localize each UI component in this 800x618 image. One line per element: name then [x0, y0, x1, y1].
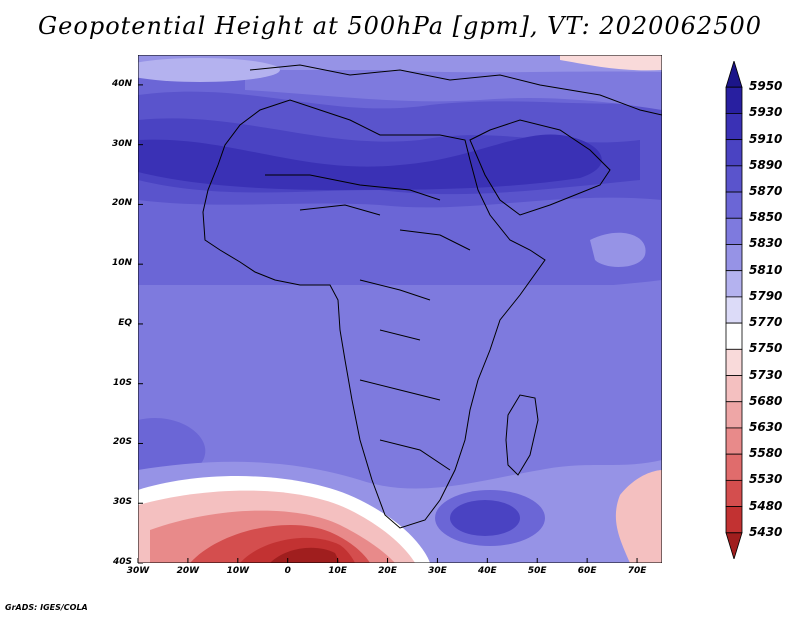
colorbar-swatch	[725, 165, 743, 193]
colorbar-swatch	[725, 61, 743, 88]
colorbar-swatch	[725, 270, 743, 298]
latitude-label: 30S	[112, 497, 132, 508]
colorbar-swatch	[725, 139, 743, 167]
colorbar-label: 5790	[749, 288, 783, 303]
colorbar-label: 5750	[749, 341, 783, 356]
colorbar-label: 5910	[749, 131, 783, 146]
colorbar-swatch	[725, 401, 743, 429]
colorbar-swatch	[725, 322, 743, 350]
colorbar-label: 5530	[749, 472, 783, 487]
latitude-label: EQ	[118, 317, 132, 328]
longitude-label: 70E	[627, 566, 647, 576]
colorbar-label: 5890	[749, 157, 783, 172]
colorbar-swatch	[725, 191, 743, 219]
colorbar-label: 5630	[749, 419, 783, 434]
latitude-ticks	[138, 84, 143, 564]
colorbar-label: 5480	[749, 498, 783, 513]
colorbar-label: 5730	[749, 367, 783, 382]
latitude-label: 40S	[112, 557, 132, 567]
colorbar-label: 5770	[749, 315, 783, 330]
colorbar-swatch	[725, 296, 743, 324]
longitude-label: 30W	[126, 566, 150, 576]
longitude-label: 20E	[378, 566, 397, 576]
colorbar-swatch	[725, 86, 743, 114]
longitude-label: 10E	[328, 566, 347, 576]
colorbar-swatch	[725, 244, 743, 272]
colorbar-swatch	[725, 375, 743, 403]
colorbar-label: 5870	[749, 184, 783, 199]
colorbar-swatch	[725, 217, 743, 245]
latitude-label: 40N	[111, 78, 132, 89]
colorbar-label: 5810	[749, 262, 783, 277]
latitude-label: 20S	[112, 437, 132, 448]
colorbar-swatch	[725, 113, 743, 141]
colorbar-label: 5950	[749, 79, 783, 94]
colorbar-swatch	[725, 453, 743, 481]
longitude-label: 10W	[226, 566, 250, 576]
colorbar-label: 5930	[749, 105, 783, 120]
grads-credit: GrADS: IGES/COLA	[5, 603, 88, 612]
colorbar-swatch	[725, 348, 743, 376]
colorbar-swatch	[725, 427, 743, 455]
colorbar-label: 5580	[749, 446, 783, 461]
colorbar-swatch	[725, 506, 743, 534]
longitude-ticks	[137, 558, 638, 563]
page-title: Geopotential Height at 500hPa [gpm], VT:…	[38, 12, 762, 40]
colorbar-label: 5830	[749, 236, 783, 251]
colorbar-swatch	[725, 479, 743, 507]
colorbar-label: 5680	[749, 393, 783, 408]
longitude-label: 60E	[577, 566, 597, 576]
latitude-label: 20N	[111, 198, 132, 209]
longitude-label: 20W	[176, 566, 200, 576]
height-field	[138, 55, 662, 563]
longitude-label: 0	[284, 566, 291, 576]
colorbar-swatch	[725, 532, 743, 559]
latitude-label: 10N	[111, 258, 132, 269]
latitude-label: 30N	[111, 138, 132, 149]
colorbar-label: 5430	[749, 524, 783, 539]
longitude-label: 50E	[527, 566, 547, 576]
colorbar	[725, 61, 743, 559]
coastlines	[202, 64, 662, 529]
longitude-label: 30E	[428, 566, 447, 576]
colorbar-label: 5850	[749, 210, 783, 225]
longitude-label: 40E	[477, 566, 497, 576]
latitude-label: 10S	[112, 377, 132, 388]
